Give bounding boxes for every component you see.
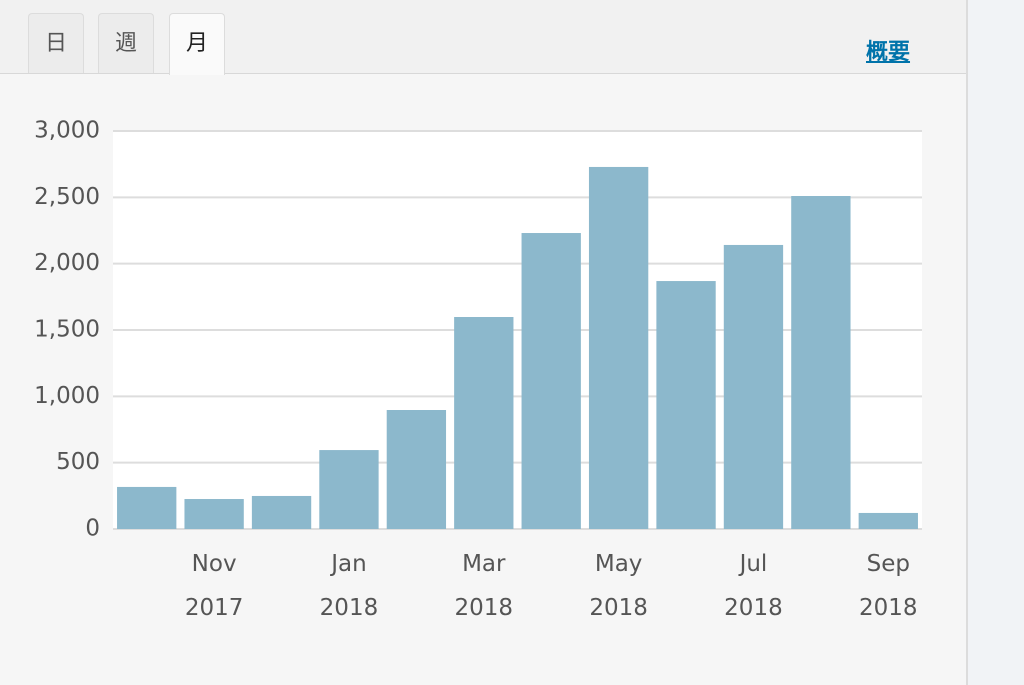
y-tick-label: 0 — [85, 516, 100, 542]
x-tick-label: Mar 2018 — [454, 551, 514, 621]
bar — [656, 281, 716, 529]
summary-link[interactable]: 概要 — [866, 40, 911, 65]
bar — [521, 233, 581, 529]
bar — [117, 486, 177, 529]
bar — [386, 409, 447, 529]
y-tick-label: 3,000 — [34, 118, 100, 144]
x-tick-label: Jan 2018 — [319, 551, 379, 621]
bar — [184, 499, 244, 529]
x-tick-label: May 2018 — [589, 551, 648, 621]
x-tick-label: Nov 2017 — [184, 551, 244, 621]
chart: 0 500 1,000 1,500 2,000 2,500 3,000 — [34, 118, 922, 542]
tab-bar: 日 週 月 概要 — [0, 0, 966, 75]
y-tick-label: 2,500 — [34, 184, 100, 210]
tab-week[interactable]: 週 — [98, 13, 154, 73]
x-tick-label: Sep 2018 — [859, 551, 918, 621]
bar — [858, 512, 918, 529]
tab-month[interactable]: 月 — [169, 13, 225, 75]
bar — [791, 196, 851, 530]
bar — [251, 495, 312, 529]
y-tick-label: 500 — [56, 449, 100, 475]
y-tick-label: 2,000 — [34, 250, 100, 276]
bar — [588, 166, 649, 529]
y-tick-label: 1,000 — [34, 383, 100, 409]
x-tick-label: Jul 2018 — [724, 551, 783, 621]
bar — [723, 244, 784, 529]
bar — [454, 316, 514, 529]
tab-day[interactable]: 日 — [28, 13, 84, 73]
stats-panel: 日 週 月 概要 0 500 1,000 1,500 2,000 2,500 3,000 N… — [0, 0, 968, 685]
bar — [319, 450, 379, 529]
y-tick-label: 1,500 — [34, 317, 100, 343]
